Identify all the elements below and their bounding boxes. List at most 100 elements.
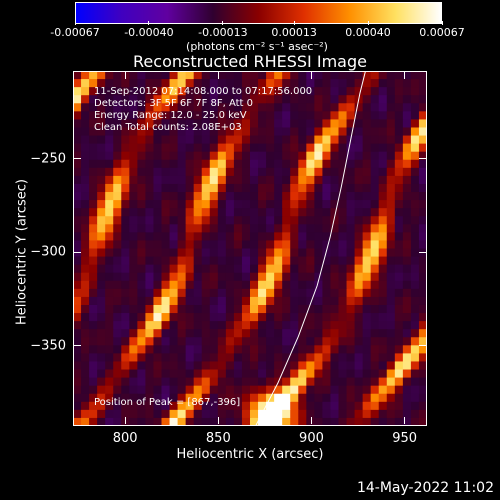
heatmap-cell [290,409,299,419]
heatmap-cell [169,200,179,209]
heatmap-cell [241,224,251,233]
heatmap-cell [322,208,332,217]
heatmap-cell [209,208,219,217]
heatmap-cell [137,192,147,201]
heatmap-cell [233,119,243,129]
heatmap-cell [233,385,243,395]
heatmap-cell [258,296,267,306]
heatmap-cell [217,361,227,371]
heatmap-cell [282,337,291,346]
heatmap-cell [370,256,380,266]
heatmap-cell [386,167,396,177]
heatmap-cell [282,288,291,298]
heatmap-cell [209,159,219,169]
heatmap-cell [322,385,332,395]
heatmap-cell [306,79,315,88]
heatmap-cell [322,353,332,363]
heatmap-cell [362,232,372,242]
x-tick-mark [124,72,126,79]
heatmap-cell [274,71,283,80]
heatmap-cell [121,409,130,419]
heatmap-cell [113,248,122,258]
heatmap-cell [386,208,396,217]
heatmap-cell [209,216,219,225]
heatmap-cell [233,264,243,274]
heatmap-cell [314,127,324,137]
heatmap-cell [73,264,82,274]
heatmap-cell [97,353,106,363]
heatmap-cell [113,304,122,314]
heatmap-cell [394,280,404,290]
heatmap-cell [105,369,114,379]
heatmap-cell [306,361,315,371]
heatmap-cell [145,401,155,411]
heatmap-cell [89,329,98,338]
heatmap-cell [177,143,187,153]
heatmap-cell [193,272,203,282]
heatmap-cell [306,409,315,419]
heatmap-cell [250,313,259,322]
heatmap-cell [346,192,356,201]
heatmap-cell [105,159,114,169]
x-tick-mark [217,417,219,424]
heatmap-cell [274,329,283,338]
heatmap-cell [73,272,82,282]
heatmap-cell [418,119,427,129]
heatmap-cell [314,345,324,354]
heatmap-cell [410,321,420,330]
heatmap-cell [314,264,324,274]
heatmap-cell [282,183,291,193]
heatmap-cell [306,417,315,426]
heatmap-cell [418,183,427,193]
heatmap-cell [346,87,356,96]
heatmap-cell [250,224,259,233]
heatmap-cell [250,296,259,306]
heatmap-cell [137,329,147,338]
heatmap-cell [394,264,404,274]
heatmap-cell [274,385,283,395]
heatmap-cell [266,111,275,121]
heatmap-cell [394,321,404,330]
heatmap-cell [402,417,412,426]
heatmap-cell [378,353,388,363]
heatmap-cell [410,111,420,121]
heatmap-cell [290,135,299,145]
heatmap-cell [137,409,147,419]
heatmap-cell [177,304,187,314]
heatmap-cell [290,345,299,354]
heatmap-cell [81,208,90,217]
heatmap-cell [81,103,90,112]
heatmap-cell [418,200,427,209]
heatmap-cell [410,224,420,233]
heatmap-cell [81,127,90,137]
heatmap-cell [298,167,307,177]
heatmap-cell [193,208,203,217]
heatmap-cell [250,417,259,426]
heatmap-cell [250,280,259,290]
heatmap-cell [169,127,179,137]
heatmap-cell [410,353,420,363]
heatmap-cell [89,95,98,104]
heatmap-cell [217,369,227,379]
heatmap-cell [338,304,348,314]
heatmap-cell [322,135,332,145]
heatmap-cell [354,103,364,112]
heatmap-cell [137,377,147,387]
heatmap-cell [386,240,396,250]
heatmap-cell [89,353,98,363]
heatmap-cell [266,361,275,371]
heatmap-cell [258,313,267,322]
heatmap-cell [145,288,155,298]
heatmap-cell [274,393,283,403]
heatmap-cell [258,208,267,217]
heatmap-cell [282,87,291,96]
heatmap-cell [73,232,82,242]
heatmap-cell [217,377,227,387]
heatmap-cell [314,337,324,346]
heatmap-cell [394,192,404,201]
heatmap-cell [241,296,251,306]
heatmap-cell [105,192,114,201]
heatmap-cell [153,288,163,298]
heatmap-cell [217,232,227,242]
heatmap-cell [290,240,299,250]
